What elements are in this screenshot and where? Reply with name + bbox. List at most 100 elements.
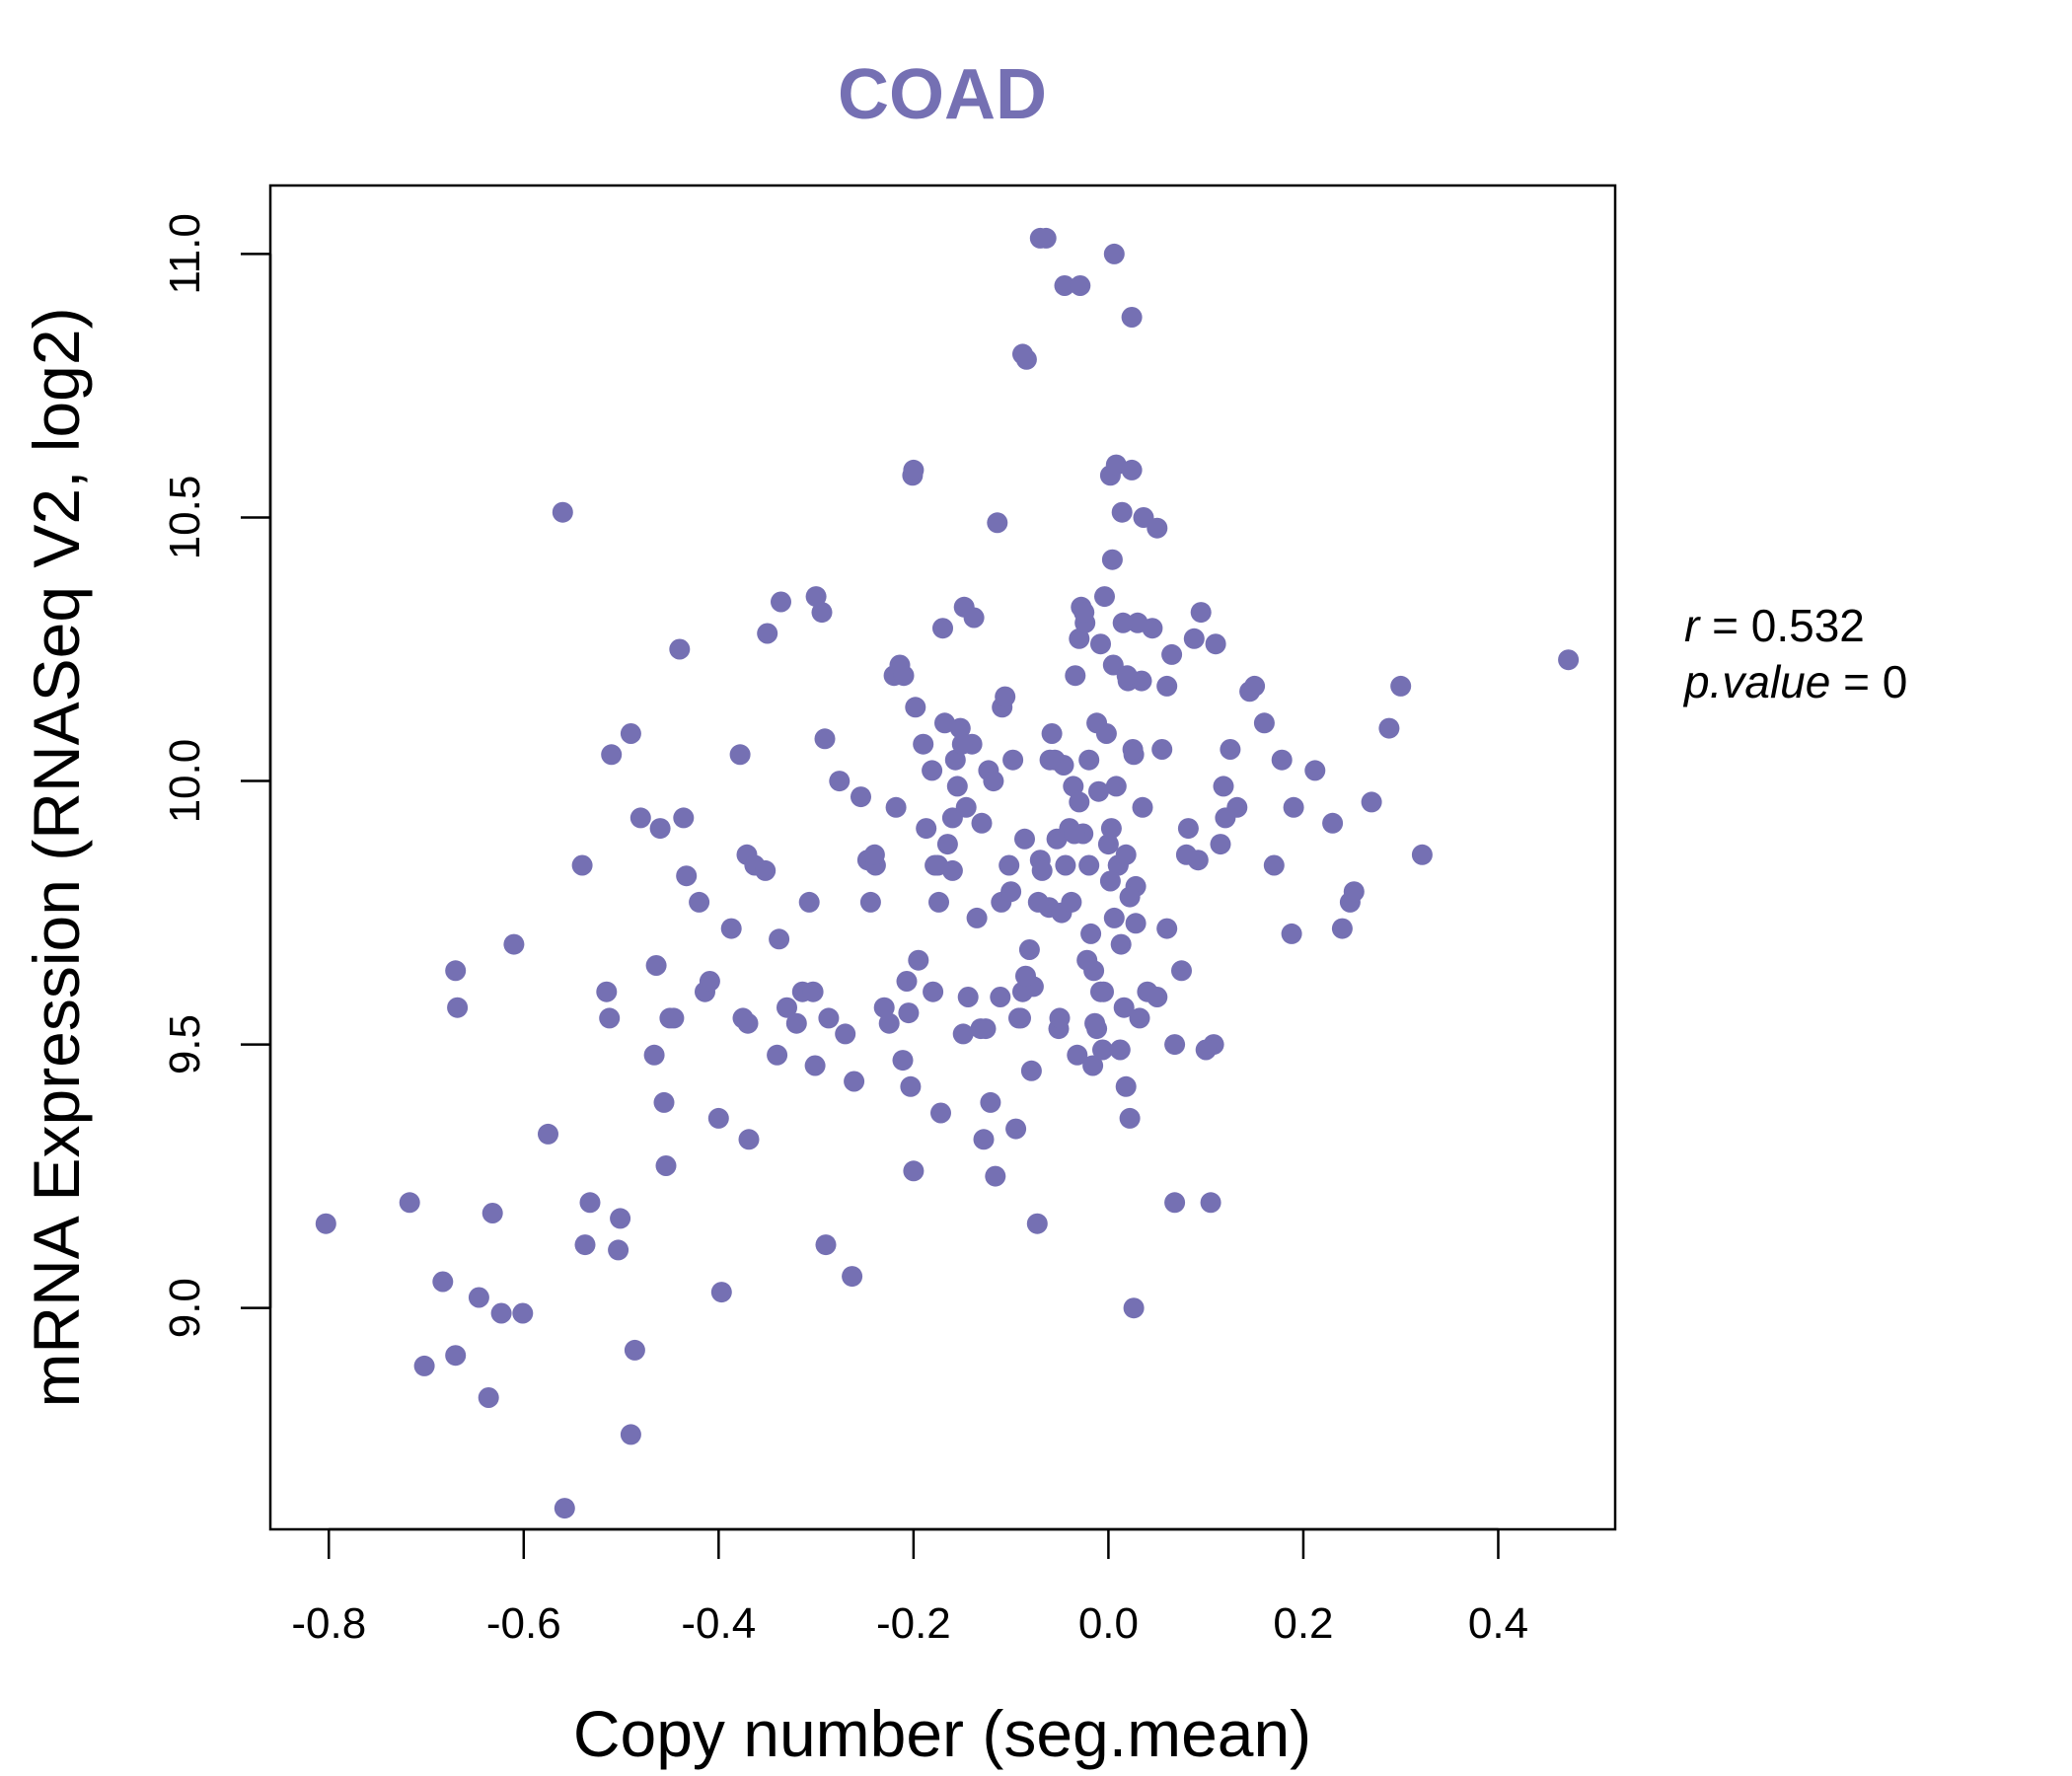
chart-title: COAD bbox=[838, 55, 1047, 134]
data-point bbox=[949, 717, 971, 739]
data-point bbox=[985, 1165, 1006, 1187]
p-value-statistic: p.value = 0 bbox=[1682, 656, 1907, 707]
data-point bbox=[738, 1129, 760, 1150]
data-point bbox=[842, 1266, 863, 1288]
data-point bbox=[445, 1345, 467, 1367]
p-value-equals: = bbox=[1843, 656, 1883, 707]
r-equals: = bbox=[1712, 600, 1751, 651]
data-point bbox=[1390, 675, 1412, 697]
data-point bbox=[1101, 549, 1123, 570]
data-point bbox=[620, 1424, 641, 1445]
data-point bbox=[1005, 1118, 1027, 1140]
data-point bbox=[1343, 881, 1365, 903]
data-point bbox=[673, 807, 695, 829]
data-point bbox=[999, 854, 1020, 876]
data-point bbox=[579, 1192, 601, 1214]
data-point bbox=[1065, 665, 1086, 687]
data-point bbox=[1054, 275, 1075, 296]
p-value-label: p.value bbox=[1682, 656, 1830, 707]
data-point bbox=[1322, 812, 1344, 834]
data-point bbox=[923, 981, 944, 1002]
data-point bbox=[1210, 834, 1231, 855]
data-point bbox=[951, 733, 973, 755]
data-point bbox=[1304, 760, 1326, 781]
data-point bbox=[655, 1155, 677, 1176]
data-point bbox=[1080, 923, 1102, 944]
data-point bbox=[932, 618, 953, 639]
data-point bbox=[1378, 717, 1400, 739]
data-point bbox=[699, 971, 720, 992]
data-point bbox=[538, 1123, 558, 1145]
data-point bbox=[818, 1007, 840, 1029]
y-tick-label: 9.5 bbox=[161, 1014, 209, 1074]
data-point bbox=[903, 1160, 925, 1182]
data-point bbox=[930, 1102, 951, 1124]
data-point bbox=[676, 865, 698, 887]
data-point bbox=[1105, 776, 1127, 797]
data-point bbox=[955, 796, 977, 818]
data-point bbox=[1331, 918, 1353, 939]
data-point bbox=[1115, 1075, 1137, 1097]
data-point bbox=[399, 1192, 420, 1214]
data-point bbox=[1164, 1192, 1186, 1214]
data-point bbox=[835, 1023, 856, 1045]
correlation-stats: r = 0.532 p.value = 0 bbox=[1682, 600, 1907, 707]
data-point bbox=[983, 771, 1004, 792]
data-point bbox=[1558, 649, 1580, 671]
x-tick-label: -0.2 bbox=[876, 1599, 951, 1648]
data-point bbox=[1094, 586, 1115, 608]
data-point bbox=[1039, 749, 1061, 771]
data-point bbox=[1049, 1007, 1071, 1029]
data-point bbox=[571, 854, 593, 876]
data-point bbox=[478, 1387, 499, 1408]
data-point bbox=[707, 1107, 729, 1129]
data-point bbox=[1271, 749, 1293, 771]
data-point bbox=[785, 1012, 807, 1034]
data-point bbox=[1283, 796, 1304, 818]
data-point bbox=[1000, 881, 1022, 903]
data-point bbox=[1129, 1007, 1150, 1029]
data-point bbox=[1200, 1192, 1221, 1214]
data-point bbox=[1213, 776, 1234, 797]
data-point bbox=[1095, 723, 1117, 744]
data-point bbox=[1073, 602, 1095, 624]
data-point bbox=[966, 907, 988, 928]
data-point bbox=[512, 1302, 534, 1324]
data-point bbox=[878, 1012, 900, 1034]
data-point bbox=[1041, 723, 1063, 744]
data-point bbox=[936, 834, 958, 855]
data-point bbox=[1018, 939, 1040, 960]
data-point bbox=[1111, 501, 1133, 523]
data-point bbox=[1090, 981, 1111, 1002]
data-point bbox=[710, 1282, 732, 1303]
data-point bbox=[432, 1271, 454, 1293]
data-point bbox=[928, 891, 949, 913]
data-point bbox=[554, 1498, 575, 1519]
data-point bbox=[814, 728, 836, 750]
data-point bbox=[771, 591, 791, 613]
data-point bbox=[1069, 791, 1090, 813]
data-point bbox=[1070, 275, 1091, 296]
data-point bbox=[1177, 818, 1199, 840]
data-point bbox=[963, 607, 985, 629]
data-point bbox=[916, 818, 937, 840]
x-tick-label: 0.2 bbox=[1273, 1599, 1333, 1648]
data-point bbox=[975, 1018, 997, 1040]
data-point bbox=[468, 1287, 489, 1308]
data-point bbox=[669, 638, 691, 660]
data-point bbox=[1151, 739, 1173, 760]
data-point bbox=[922, 760, 943, 781]
data-point bbox=[1099, 870, 1121, 892]
data-point bbox=[1175, 844, 1197, 865]
data-point bbox=[1161, 643, 1183, 665]
data-point bbox=[1064, 823, 1085, 845]
data-point bbox=[1067, 1044, 1088, 1066]
data-point bbox=[629, 807, 651, 829]
data-point bbox=[599, 1007, 621, 1029]
data-point bbox=[913, 733, 934, 755]
data-point bbox=[1100, 818, 1122, 840]
data-point bbox=[802, 981, 824, 1002]
data-point bbox=[1119, 1107, 1141, 1129]
data-point bbox=[503, 933, 525, 955]
data-points bbox=[315, 227, 1580, 1519]
